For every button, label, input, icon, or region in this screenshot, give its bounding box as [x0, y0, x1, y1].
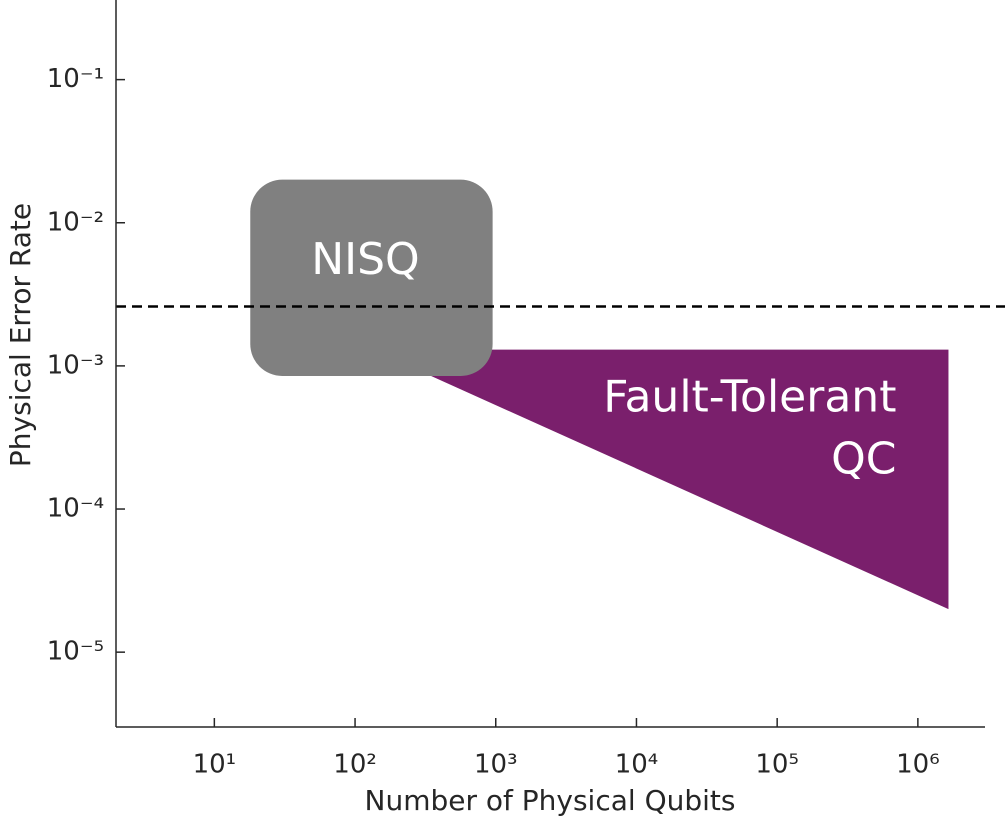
x-tick-label: 10¹ [193, 750, 237, 780]
x-tick-label: 10³ [474, 750, 518, 780]
region-polygon [372, 349, 949, 610]
y-tick-label: 10⁻¹ [47, 64, 104, 94]
x-axis-title: Number of Physical Qubits [365, 784, 736, 817]
x-tick-label: 10⁶ [896, 750, 940, 780]
region-label: NISQ [311, 234, 419, 285]
y-tick-label: 10⁻³ [47, 350, 104, 380]
y-tick-label: 10⁻² [47, 207, 104, 237]
y-tick-label: 10⁻⁴ [47, 494, 104, 524]
region-label: QC [831, 434, 896, 485]
y-axis-title: Physical Error Rate [4, 203, 37, 467]
region-label: Fault-Tolerant [603, 372, 896, 423]
y-tick-label: 10⁻⁵ [47, 637, 104, 667]
x-tick-label: 10⁵ [755, 750, 799, 780]
x-tick-label: 10² [333, 750, 377, 780]
region-box [250, 179, 493, 376]
x-tick-label: 10⁴ [615, 750, 659, 780]
